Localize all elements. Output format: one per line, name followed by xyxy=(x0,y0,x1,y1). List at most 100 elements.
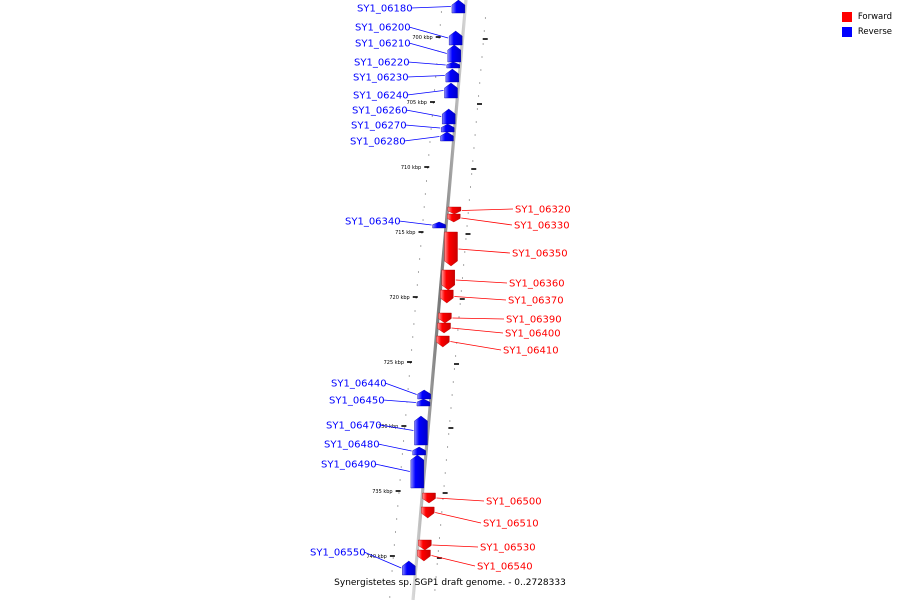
gene-label[interactable]: SY1_06260 xyxy=(352,106,408,117)
gene-label[interactable]: SY1_06490 xyxy=(321,460,377,471)
gene-sy1-06210[interactable] xyxy=(447,44,461,63)
gene-connector xyxy=(404,124,441,129)
gene-sy1-06440[interactable] xyxy=(417,389,431,400)
gene-sy1-06490[interactable] xyxy=(410,454,425,489)
gene-sy1-06450[interactable] xyxy=(416,398,431,407)
gene-label[interactable]: SY1_06240 xyxy=(353,91,409,102)
gene-label[interactable]: SY1_06470 xyxy=(326,421,382,432)
legend: Forward Reverse xyxy=(841,9,892,39)
gene-sy1-06220[interactable] xyxy=(446,61,460,69)
scale-tick-label: 720 kbp xyxy=(389,295,409,301)
backbone-layer xyxy=(411,0,468,600)
scale-tick-label: 710 kbp xyxy=(401,165,421,171)
tick-layer: 700 kbp 705 kbp 710 kbp 715 kbp 720 kbp 725 k… xyxy=(366,11,488,598)
label-layer: SY1_06180 SY1_06200 SY1_06210 SY1_06220 SY1_… xyxy=(310,4,571,573)
gene-connector xyxy=(431,555,476,567)
gene-sy1-06530[interactable] xyxy=(418,539,432,551)
gene-label[interactable]: SY1_06180 xyxy=(357,4,413,15)
gene-connector xyxy=(451,327,504,334)
scale-tick-label: 715 kbp xyxy=(395,230,415,236)
gene-label[interactable]: SY1_06410 xyxy=(503,346,559,357)
gene-connector xyxy=(435,512,482,524)
gene-sy1-06270[interactable] xyxy=(440,123,455,133)
gene-connector xyxy=(455,279,508,284)
gene-connector xyxy=(384,382,417,395)
legend-reverse: Reverse xyxy=(841,24,892,39)
gene-connector xyxy=(407,61,446,66)
gene-sy1-06510[interactable] xyxy=(421,506,435,519)
scale-tick-label: 740 kbp xyxy=(366,554,386,560)
gene-label[interactable]: SY1_06450 xyxy=(329,396,385,407)
gene-sy1-06470[interactable] xyxy=(414,415,428,446)
gene-sy1-06260[interactable] xyxy=(442,108,456,125)
gene-sy1-06540[interactable] xyxy=(417,549,431,562)
reverse-swatch xyxy=(841,26,852,37)
gene-label[interactable]: SY1_06340 xyxy=(345,217,401,228)
gene-label[interactable]: SY1_06390 xyxy=(506,315,562,326)
gene-connector xyxy=(398,220,432,226)
gene-connector xyxy=(410,6,451,9)
gene-sy1-06410[interactable] xyxy=(436,335,450,348)
genome-backbone xyxy=(411,0,468,600)
gene-sy1-06500[interactable] xyxy=(422,492,436,504)
gene-label[interactable]: SY1_06280 xyxy=(350,137,406,148)
gene-sy1-06180[interactable] xyxy=(451,0,466,14)
legend-reverse-label: Reverse xyxy=(857,26,892,37)
gene-label[interactable]: SY1_06510 xyxy=(483,519,539,530)
gene-sy1-06230[interactable] xyxy=(445,68,460,83)
gene-sy1-06370[interactable] xyxy=(440,289,454,304)
gene-connector xyxy=(374,463,410,472)
scale-tick-label: 735 kbp xyxy=(372,489,392,495)
gene-label[interactable]: SY1_06440 xyxy=(331,379,387,390)
gene-sy1-06390[interactable] xyxy=(438,312,452,324)
gene-sy1-06200[interactable] xyxy=(448,30,463,46)
gene-label[interactable]: SY1_06480 xyxy=(324,440,380,451)
gene-sy1-06320[interactable] xyxy=(447,206,462,215)
gene-connector xyxy=(408,26,449,39)
genome-caption: Synergistetes sp. SGP1 draft genome. - 0… xyxy=(334,578,566,588)
gene-connector xyxy=(436,497,485,502)
legend-forward-label: Forward xyxy=(857,11,892,22)
gene-sy1-06240[interactable] xyxy=(444,82,458,99)
gene-connector xyxy=(458,248,511,254)
gene-sy1-06330[interactable] xyxy=(447,213,461,223)
gene-sy1-06360[interactable] xyxy=(441,269,455,291)
gene-label[interactable]: SY1_06500 xyxy=(486,497,542,508)
gene-label[interactable]: SY1_06270 xyxy=(351,121,407,132)
gene-label[interactable]: SY1_06370 xyxy=(508,296,564,307)
scale-tick-label: 700 kbp xyxy=(412,35,432,41)
gene-connector xyxy=(408,42,447,54)
gene-sy1-06340[interactable] xyxy=(432,221,446,229)
gene-connector xyxy=(377,443,412,452)
gene-sy1-06350[interactable] xyxy=(444,231,458,267)
gene-label[interactable]: SY1_06230 xyxy=(353,73,409,84)
scale-tick-label: 725 kbp xyxy=(384,360,404,366)
gene-connector xyxy=(406,75,445,78)
gene-label[interactable]: SY1_06320 xyxy=(515,205,571,216)
gene-connector xyxy=(452,317,505,320)
gene-connector xyxy=(379,424,414,431)
gene-sy1-06400[interactable] xyxy=(437,322,451,334)
gene-label[interactable]: SY1_06350 xyxy=(512,249,568,260)
gene-label[interactable]: SY1_06530 xyxy=(480,543,536,554)
gene-sy1-06550[interactable] xyxy=(402,560,416,576)
scale-tick-label: 730 kbp xyxy=(378,424,398,430)
gene-connector xyxy=(405,109,442,117)
gene-label[interactable]: SY1_06220 xyxy=(354,58,410,69)
gene-connector xyxy=(454,296,507,301)
gene-label[interactable]: SY1_06330 xyxy=(514,221,570,232)
gene-connector xyxy=(406,90,444,96)
gene-label[interactable]: SY1_06400 xyxy=(505,329,561,340)
scale-tick-label: 705 kbp xyxy=(407,100,427,106)
gene-label[interactable]: SY1_06360 xyxy=(509,279,565,290)
gene-sy1-06480[interactable] xyxy=(412,446,426,456)
gene-connector xyxy=(461,208,514,211)
gene-connector xyxy=(461,217,513,226)
gene-sy1-06280[interactable] xyxy=(440,131,454,142)
gene-label[interactable]: SY1_06200 xyxy=(355,23,411,34)
gene-label[interactable]: SY1_06550 xyxy=(310,548,366,559)
gene-label[interactable]: SY1_06210 xyxy=(355,39,411,50)
gene-connector xyxy=(403,136,440,142)
gene-label[interactable]: SY1_06540 xyxy=(477,562,533,573)
